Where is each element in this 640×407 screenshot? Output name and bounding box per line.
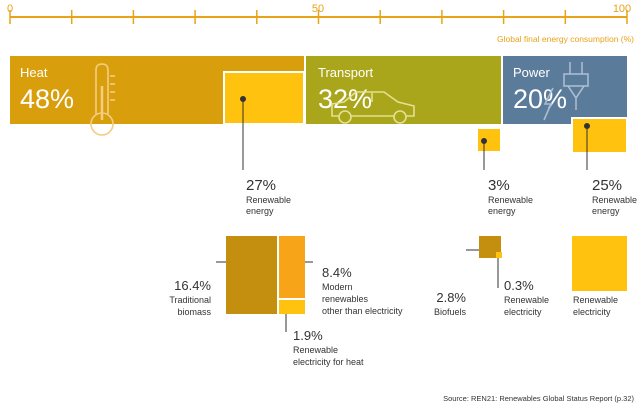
power-renewable-label: 25% Renewable energy <box>592 177 637 216</box>
electric-plug-icon <box>543 62 589 121</box>
transport-sector-share: 32% <box>318 84 372 114</box>
x-axis-label: Global final energy consumption (%) <box>497 34 634 44</box>
heat-renewable-caption-1: Renewable <box>246 195 291 205</box>
renewable-electricity-power-caption-2: electricity <box>573 307 611 317</box>
sector-bar-power: Power 20% <box>503 56 628 154</box>
transport-renewable-caption-2: energy <box>488 206 516 216</box>
transport-sector-name: Transport <box>318 65 374 80</box>
x-tick-label-0: 0 <box>7 3 13 15</box>
traditional-biomass-caption-2: biomass <box>177 307 211 317</box>
modern-renewables-label: 8.4% Modern renewables other than electr… <box>322 265 403 316</box>
renewable-electricity-transport-label: 0.3% Renewable electricity <box>504 278 549 317</box>
modern-renewables-block <box>279 236 305 298</box>
transport-renewable-caption-1: Renewable <box>488 195 533 205</box>
heat-renewable-block <box>223 71 305 125</box>
modern-renewables-caption-3: other than electricity <box>322 306 403 316</box>
modern-renewables-caption-2: renewables <box>322 294 369 304</box>
renewable-electricity-heat-caption-2: electricity for heat <box>293 357 364 367</box>
power-renewable-caption-1: Renewable <box>592 195 637 205</box>
renewable-electricity-heat-value: 1.9% <box>293 328 323 343</box>
renewable-electricity-transport-caption-2: electricity <box>504 307 542 317</box>
power-sector-name: Power <box>513 65 551 80</box>
x-tick-label-50: 50 <box>312 3 324 15</box>
heat-renewable-value: 27% <box>246 177 276 194</box>
renewable-electricity-power-caption-1: Renewable <box>573 295 618 305</box>
connector-heat-dot <box>240 96 246 102</box>
biofuels-value: 2.8% <box>436 290 466 305</box>
heat-sector-share: 48% <box>20 84 74 114</box>
biofuels-label: 2.8% Biofuels <box>434 290 467 317</box>
renewable-electricity-power-block <box>572 236 627 291</box>
biofuels-block <box>479 236 501 258</box>
car-icon <box>331 91 415 124</box>
power-bar <box>503 56 627 124</box>
biofuels-caption: Biofuels <box>434 307 467 317</box>
modern-renewables-value: 8.4% <box>322 265 352 280</box>
traditional-biomass-value: 16.4% <box>174 278 211 293</box>
renewable-electricity-power-label: Renewable electricity <box>573 295 618 317</box>
renewable-electricity-heat-caption-1: Renewable <box>293 345 338 355</box>
heat-sector-name: Heat <box>20 65 48 80</box>
renewable-electricity-heat-label: 1.9% Renewable electricity for heat <box>293 328 364 367</box>
x-tick-label-100: 100 <box>613 3 631 15</box>
power-renewable-value: 25% <box>592 177 622 194</box>
thermometer-icon <box>90 63 115 136</box>
power-renewable-block <box>571 117 628 154</box>
connector-power-dot <box>584 123 590 129</box>
transport-renewable-value: 3% <box>488 177 510 194</box>
transport-breakdown <box>479 236 502 258</box>
traditional-biomass-label: 16.4% Traditional biomass <box>169 278 211 317</box>
traditional-biomass-caption-1: Traditional <box>169 295 211 305</box>
source-note: Source: REN21: Renewables Global Status … <box>443 394 634 403</box>
renewable-electricity-transport-value: 0.3% <box>504 278 534 293</box>
renewable-electricity-transport-caption-1: Renewable <box>504 295 549 305</box>
sector-bar-transport: Transport 32% <box>306 56 502 153</box>
connector-transport-dot <box>481 138 487 144</box>
transport-renewable-block <box>476 127 502 153</box>
traditional-biomass-block <box>226 236 277 314</box>
renewable-electricity-transport-block <box>496 252 502 258</box>
transport-renewable-label: 3% Renewable energy <box>488 177 533 216</box>
heat-breakdown <box>226 236 305 314</box>
renewable-electricity-heat-block <box>279 300 305 314</box>
x-axis: 0 50 100 Global final energy consumption… <box>7 3 634 44</box>
heat-renewable-label: 27% Renewable energy <box>246 177 291 216</box>
power-sector-share: 20% <box>513 84 567 114</box>
power-breakdown <box>572 236 627 291</box>
modern-renewables-caption-1: Modern <box>322 282 353 292</box>
sector-bar-heat: Heat 48% <box>10 56 305 136</box>
power-renewable-caption-2: energy <box>592 206 620 216</box>
heat-renewable-caption-2: energy <box>246 206 274 216</box>
